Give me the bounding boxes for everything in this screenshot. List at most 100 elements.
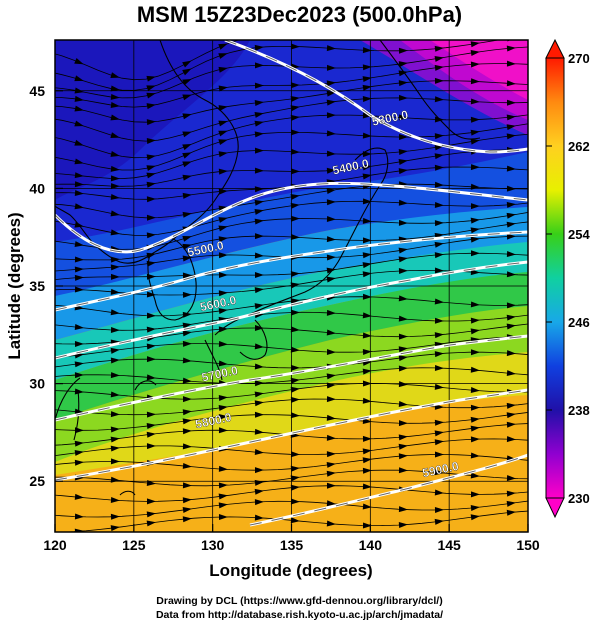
streamline-arrow (218, 43, 228, 50)
streamline-arrow (254, 252, 264, 259)
streamline-arrow (507, 25, 517, 32)
streamline-arrow (254, 82, 264, 89)
streamline-arrow (506, 45, 516, 52)
colorbar-label: 246 (568, 315, 590, 330)
streamline-arrow (398, 346, 408, 353)
streamline-arrow (110, 357, 120, 364)
streamline-arrow (218, 85, 228, 92)
streamline (55, 149, 528, 187)
streamline-arrow (470, 317, 480, 324)
streamline-arrow (470, 41, 480, 48)
x-tick-label: 140 (359, 537, 383, 553)
streamline (55, 296, 528, 317)
streamline-arrow (182, 340, 192, 347)
streamline-arrow (110, 445, 120, 452)
streamline-arrow (146, 232, 156, 239)
streamline-arrow (398, 355, 408, 362)
streamline-arrow (470, 217, 480, 224)
colorbar-label: 270 (568, 51, 590, 66)
streamline (55, 114, 528, 159)
streamline-arrow (326, 348, 336, 355)
colorbar-label: 238 (568, 403, 590, 418)
streamline-arrow (362, 293, 372, 300)
colorbar: 270 262 254 246 238 230 (545, 38, 590, 519)
streamline-arrow (110, 102, 120, 109)
streamline-arrow (74, 340, 84, 347)
streamline-arrow (254, 167, 264, 174)
streamline-arrow (470, 387, 480, 394)
streamline-arrow (398, 420, 408, 427)
streamline-arrow (74, 274, 84, 281)
streamline-arrow (74, 256, 84, 263)
streamline-arrow (506, 99, 516, 106)
streamline-arrow (470, 452, 480, 459)
streamline-arrow (398, 333, 408, 340)
streamline-arrow (470, 98, 480, 105)
streamline-arrow (74, 324, 84, 330)
streamline-arrow (290, 129, 300, 136)
streamline-arrow (326, 329, 336, 336)
streamline-arrow (110, 476, 120, 483)
streamline-arrow (74, 172, 84, 179)
streamline-arrow (398, 506, 408, 513)
streamline-arrow (146, 252, 156, 259)
x-tick-label: 150 (516, 537, 540, 553)
x-axis-title: Longitude (degrees) (209, 561, 372, 580)
streamline-arrow (74, 95, 84, 102)
x-axis: 120 125 130 135 140 145 150 (43, 524, 540, 553)
streamline-arrow (254, 303, 264, 310)
streamline-arrow (146, 85, 156, 92)
streamline-arrow (182, 482, 192, 489)
streamline-arrow (362, 448, 372, 455)
streamline-arrow (470, 366, 480, 373)
streamline-arrow (470, 203, 480, 210)
streamline-arrow (110, 347, 120, 354)
streamline-arrow (362, 151, 372, 158)
streamline-arrow (74, 427, 84, 434)
streamline-arrow (506, 221, 516, 228)
streamline-arrow (218, 105, 228, 111)
streamline-arrow (434, 451, 444, 458)
streamline-arrow (182, 428, 192, 435)
streamline-arrow (326, 80, 336, 87)
streamline-arrow (290, 114, 300, 121)
streamline-arrow (255, 147, 264, 154)
streamline-arrow (218, 252, 228, 259)
streamline-arrow (182, 78, 192, 86)
streamline-arrow (362, 112, 372, 119)
streamline-arrow (146, 431, 156, 438)
streamline-arrow (470, 250, 480, 257)
streamline-arrow (398, 114, 408, 121)
streamline-arrow (218, 404, 228, 411)
streamline-arrow (506, 233, 516, 240)
streamline-arrow (74, 513, 84, 520)
streamline-arrow (470, 425, 480, 432)
streamline-arrow (182, 161, 192, 168)
streamline-arrow (218, 66, 228, 73)
streamline-arrow (218, 53, 228, 59)
streamline-arrow (74, 105, 84, 112)
streamline-arrow (362, 198, 372, 205)
streamline-arrow (110, 458, 120, 465)
streamline-arrow (182, 330, 192, 337)
streamline-arrow (74, 75, 84, 82)
streamline-arrow (470, 183, 480, 190)
streamline (55, 485, 528, 502)
streamline-arrow (290, 105, 300, 112)
streamline (55, 252, 528, 281)
streamline-arrow (506, 314, 516, 321)
streamline-arrow (254, 363, 264, 370)
streamline-arrow (434, 133, 444, 140)
streamline-arrow (362, 76, 372, 83)
colorbar-label: 230 (568, 491, 590, 506)
streamline-arrow (146, 181, 156, 188)
streamline-arrow (506, 114, 516, 121)
streamline-arrow (74, 449, 84, 456)
streamline-arrow (506, 302, 516, 309)
streamline-arrow (218, 225, 228, 232)
streamline (55, 40, 501, 91)
streamline (55, 123, 528, 171)
streamline-arrow (110, 229, 120, 236)
streamline-arrow (146, 343, 156, 350)
streamline-arrow (398, 522, 408, 529)
